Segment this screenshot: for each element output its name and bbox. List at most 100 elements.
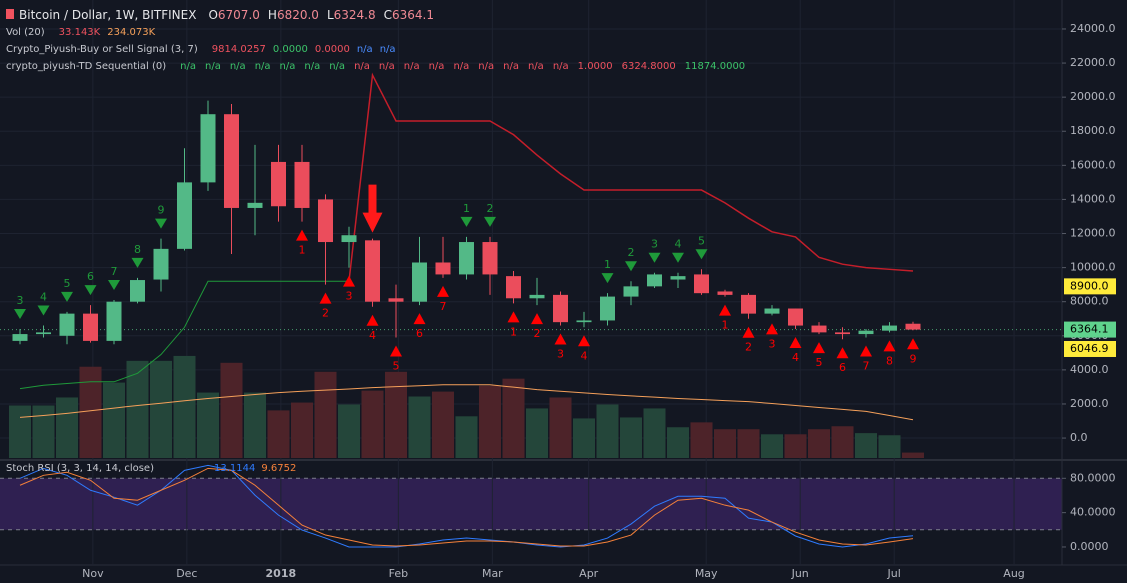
indicator-value: n/a xyxy=(527,61,544,72)
buy-signal xyxy=(742,326,755,338)
candle-body xyxy=(623,286,639,297)
buy-signal xyxy=(719,304,731,316)
buy-signal xyxy=(813,342,825,354)
indicator-value: 0.0000 xyxy=(272,44,308,55)
candle-body xyxy=(36,332,51,335)
sell-signal xyxy=(37,305,50,316)
buy-signal xyxy=(554,333,567,345)
candle-body xyxy=(858,330,874,335)
candle-body xyxy=(83,313,98,341)
y-tick-label: 0.0 xyxy=(1070,431,1088,444)
indicator-name: crypto_piyush-TD Sequential (0) xyxy=(6,61,167,72)
sell-count: 1 xyxy=(604,258,611,271)
y-tick-label: 14000.0 xyxy=(1070,192,1116,205)
indicator-value: n/a xyxy=(453,61,470,72)
volume-bar xyxy=(855,433,877,458)
price-tag-label: 6046.9 xyxy=(1070,342,1109,355)
sell-count: 3 xyxy=(17,294,24,307)
sell-count: 4 xyxy=(675,238,682,251)
indicator-value: n/a xyxy=(403,61,420,72)
indicator-value: 6324.8000 xyxy=(621,61,676,72)
volume-bar xyxy=(455,416,478,458)
candle-body xyxy=(388,298,404,302)
indicator-value: n/a xyxy=(356,44,373,55)
volume-bar xyxy=(643,408,666,458)
stoch-name: Stoch RSI (3, 3, 14, 14, close) xyxy=(6,463,154,474)
price-tag xyxy=(1064,278,1116,295)
candle-body xyxy=(59,313,75,336)
volume-bar xyxy=(56,397,78,458)
sell-signal xyxy=(672,252,684,263)
volume-bar xyxy=(338,404,360,458)
volume-bar xyxy=(361,390,384,458)
volume-bar xyxy=(831,426,854,458)
indicator-value: n/a xyxy=(304,61,321,72)
volume-bar xyxy=(714,429,736,458)
volume-bar xyxy=(220,362,243,458)
volume-bar xyxy=(9,405,31,458)
x-tick-label: Mar xyxy=(482,567,503,580)
indicator-value: n/a xyxy=(478,61,495,72)
buy-count: 1 xyxy=(299,244,306,257)
buy-signal xyxy=(413,313,426,325)
buy-signal xyxy=(907,338,919,350)
candle-body xyxy=(177,182,192,249)
sell-signal xyxy=(648,252,661,263)
y-tick-label: 18000.0 xyxy=(1070,124,1116,137)
candle-body xyxy=(717,291,733,295)
sell-count: 2 xyxy=(487,202,494,215)
ohlc-key: C xyxy=(383,8,393,22)
indicator-value: n/a xyxy=(378,61,395,72)
sell-count: 9 xyxy=(158,204,165,217)
buy-count: 3 xyxy=(557,348,564,361)
candle-body xyxy=(670,276,686,280)
stoch-line xyxy=(19,464,914,548)
y-tick-label: 20000.0 xyxy=(1070,90,1116,103)
candle-body xyxy=(788,308,803,326)
indicator-name: Vol (20) xyxy=(6,27,45,38)
volume-ma xyxy=(19,384,914,421)
sell-signal xyxy=(84,285,97,296)
x-tick-label: Jun xyxy=(791,567,809,580)
ohlc-value: 6820.0 xyxy=(276,8,319,22)
ohlc-key: L xyxy=(326,8,334,22)
candle-body xyxy=(600,296,615,321)
volume-bar xyxy=(667,427,689,458)
volume-bar xyxy=(173,355,196,458)
ohlc-value: 6707.0 xyxy=(217,8,260,22)
y-tick-label: 2000.0 xyxy=(1070,397,1109,410)
ohlc-value: 6324.8 xyxy=(333,8,376,22)
buy-count: 6 xyxy=(416,327,423,340)
legend-row: Vol (20) 33.143K 234.073K xyxy=(6,24,754,41)
indicator-name: Crypto_Piyush-Buy or Sell Signal (3, 7) xyxy=(6,44,198,55)
indicator-value: 33.143K xyxy=(58,27,101,38)
stoch-legend: Stoch RSI (3, 3, 14, 14, close) 13.1144 9.… xyxy=(6,463,302,474)
sell-signal xyxy=(131,257,144,268)
buy-signal xyxy=(789,336,802,348)
resistance-line xyxy=(348,72,914,282)
volume-bar xyxy=(432,391,454,458)
sell-count: 5 xyxy=(698,234,705,247)
candle-body xyxy=(506,276,521,299)
candle-body xyxy=(435,262,451,275)
volume-bar xyxy=(479,385,501,458)
x-tick-label: Aug xyxy=(1003,567,1024,580)
candle-body xyxy=(741,294,756,314)
candle-body xyxy=(576,320,592,323)
stoch-band xyxy=(0,478,1062,530)
candle-body xyxy=(811,325,827,333)
indicator-value: n/a xyxy=(279,61,296,72)
y-tick-label: 24000.0 xyxy=(1070,22,1116,35)
candle-body xyxy=(271,161,286,207)
stoch-line xyxy=(19,467,914,547)
volume-bar xyxy=(761,434,783,458)
legend-row: Bitcoin / Dollar, 1W, BITFINEX O6707.0 H68… xyxy=(6,7,754,24)
indicator-value: 0.0000 xyxy=(314,44,350,55)
buy-count: 9 xyxy=(910,352,917,365)
candle-body xyxy=(247,202,263,208)
candle-body xyxy=(905,323,921,330)
indicator-value: n/a xyxy=(552,61,569,72)
volume-bar xyxy=(244,392,266,458)
